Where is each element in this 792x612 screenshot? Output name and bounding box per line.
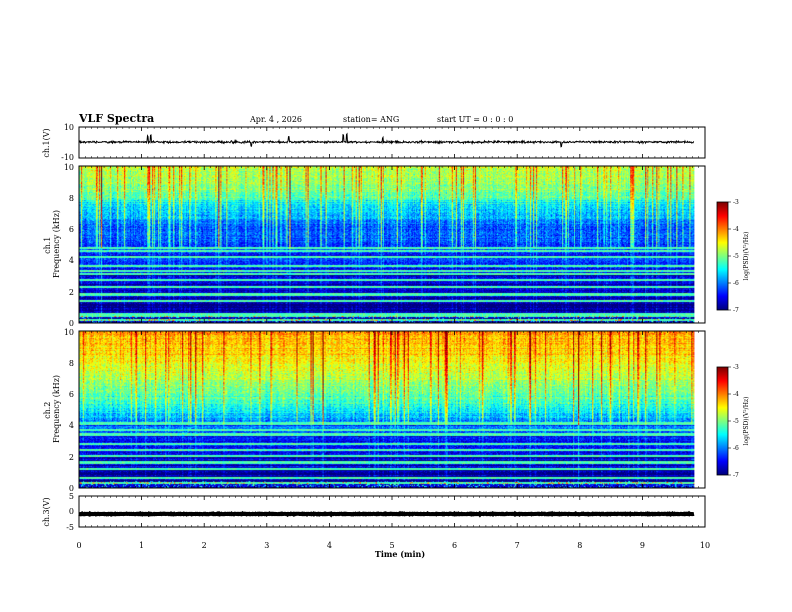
ch2-spec-ylabel-line1: ch.2 xyxy=(43,402,52,419)
colorbar-tick-label: -6 xyxy=(733,445,739,452)
colorbar-tick-label: -5 xyxy=(733,253,739,260)
start-ut-label: start UT = 0 : 0 : 0 xyxy=(437,115,513,124)
x-tick-label-8: 8 xyxy=(577,541,582,550)
colorbar-tick-label: -7 xyxy=(733,472,739,479)
ch3-waveform-panel: 5 0 -5 ch.3(V) xyxy=(42,492,706,532)
ch1-spec-xticks xyxy=(78,166,706,323)
ch1-ytick-8: 8 xyxy=(69,194,74,203)
colorbar-tick-label: -4 xyxy=(733,391,739,398)
ch2-spec-ylabel: ch.2 Frequency (kHz) xyxy=(43,375,61,443)
ch1-ytick-6: 6 xyxy=(69,225,74,234)
x-tick-label-6: 6 xyxy=(452,541,457,550)
ch2-spectrogram-image xyxy=(79,331,695,488)
x-tick-label-2: 2 xyxy=(202,541,207,550)
ch1-colorbar-ticks: -3 -4 -5 -6 -7 xyxy=(728,199,739,314)
ch1-spectrogram-image xyxy=(79,166,695,323)
ch2-ytick-6: 6 xyxy=(69,390,74,399)
ch1-xticks xyxy=(78,127,706,158)
x-tick-label-3: 3 xyxy=(264,541,269,550)
colorbar-tick-label: -3 xyxy=(733,199,739,206)
ch3-ytick-mid: 0 xyxy=(69,507,74,516)
colorbar-tick-label: -5 xyxy=(733,418,739,425)
ch2-colorbar-ticks: -3 -4 -5 -6 -7 xyxy=(728,364,739,479)
ch2-spec-xticks xyxy=(78,331,706,488)
ch1-colorbar-label: log(PSD)(V²/Hz) xyxy=(743,232,750,281)
ch1-ytick-top: 10 xyxy=(64,123,74,132)
ch1-ytick-4: 4 xyxy=(69,256,74,265)
ch2-spectrogram-panel: 0 2 4 6 8 10 ch.2 Frequency (kHz) -3 -4 -5… xyxy=(43,328,750,493)
ch1-spec-ylabel: ch.1 Frequency (kHz) xyxy=(43,210,61,278)
ch2-colorbar xyxy=(717,367,728,475)
colorbar-tick-label: -7 xyxy=(733,307,739,314)
colorbar-tick-label: -4 xyxy=(733,226,739,233)
ch1-waveform-trace xyxy=(78,132,695,148)
x-tick-label-0: 0 xyxy=(76,541,81,550)
x-axis-label: Time (min) xyxy=(375,549,425,559)
x-tick-labels: 0 1 2 3 4 5 6 7 8 9 10 xyxy=(76,541,710,550)
ch2-ytick-8: 8 xyxy=(69,359,74,368)
ch1-spectrogram-panel: 0 2 4 6 8 10 ch.1 Frequency (kHz) -3 -4 -5… xyxy=(43,163,750,328)
ch1-ytick-10: 10 xyxy=(64,163,74,172)
x-tick-label-1: 1 xyxy=(139,541,144,550)
ch1-colorbar xyxy=(717,202,728,310)
ch2-colorbar-label: log(PSD)(V²/Hz) xyxy=(743,397,750,446)
x-tick-label-5: 5 xyxy=(389,541,394,550)
station-label: station= ANG xyxy=(343,115,399,124)
ch3-waveform-trace xyxy=(78,510,695,518)
ch1-spec-ylabel-line2: Frequency (kHz) xyxy=(52,210,61,278)
ch3-ytick-bottom: -5 xyxy=(66,523,74,532)
x-tick-label-7: 7 xyxy=(515,541,520,550)
ch2-spec-yticks: 0 2 4 6 8 10 xyxy=(64,328,74,493)
colorbar-tick-label: -6 xyxy=(733,280,739,287)
ch2-spec-ylabel-line2: Frequency (kHz) xyxy=(52,375,61,443)
x-tick-label-9: 9 xyxy=(640,541,645,550)
x-tick-label-4: 4 xyxy=(327,541,332,550)
colorbar-tick-label: -3 xyxy=(733,364,739,371)
ch1-waveform-panel: 10 -10 ch.1(V) xyxy=(42,123,706,162)
ch1-spec-yticks: 0 2 4 6 8 10 xyxy=(64,163,74,328)
ch2-ytick-2: 2 xyxy=(69,453,74,462)
ch1-spec-ylabel-line1: ch.1 xyxy=(43,237,52,254)
ch1-ylabel: ch.1(V) xyxy=(42,128,51,157)
ch1-ytick-0: 0 xyxy=(69,319,74,328)
x-tick-label-10: 10 xyxy=(700,541,710,550)
ch1-ytick-2: 2 xyxy=(69,288,74,297)
figure-title: VLF Spectra xyxy=(78,112,154,125)
ch3-ytick-top: 5 xyxy=(69,492,74,501)
ch2-ytick-10: 10 xyxy=(64,328,74,337)
ch2-ytick-0: 0 xyxy=(69,484,74,493)
ch3-xticks xyxy=(78,496,706,527)
ch3-ylabel: ch.3(V) xyxy=(42,497,51,526)
ch2-ytick-4: 4 xyxy=(69,421,74,430)
ch1-ytick-bottom: -10 xyxy=(61,153,74,162)
date-label: Apr. 4 , 2026 xyxy=(249,115,302,124)
